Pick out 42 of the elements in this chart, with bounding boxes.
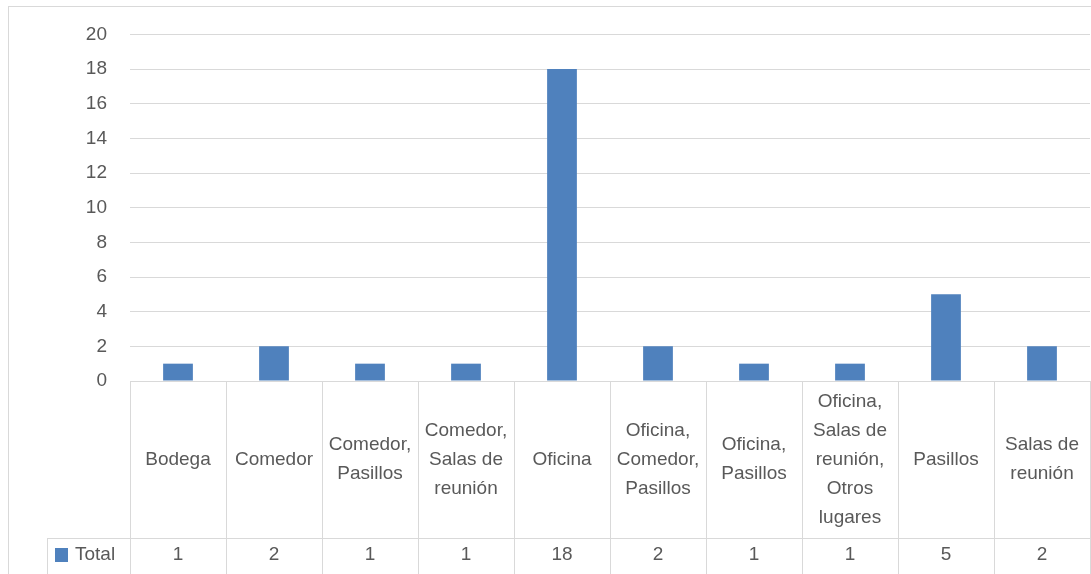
bar [547,69,577,381]
y-tick-label: 16 [85,91,107,113]
x-tick-label: Oficina, Comedor, Pasillos [616,418,700,498]
y-tick-label: 4 [96,299,108,321]
data-label: 2 [268,543,280,565]
y-tick-label: 2 [96,334,107,356]
y-tick-label: 6 [96,265,107,287]
bar [931,294,961,381]
data-label: 2 [652,543,664,565]
x-tick-label: Comedor, Salas de reunión [424,418,508,498]
y-tick-label: 14 [85,126,108,148]
bar [1027,346,1057,381]
data-label: 1 [748,543,760,565]
bar [451,363,481,381]
y-tick-label: 12 [85,161,107,183]
y-tick-label: 18 [85,57,107,79]
y-tick-label: 10 [85,195,107,217]
bar [835,363,865,381]
data-label: 2 [1036,543,1048,565]
data-label: 1 [844,543,856,565]
y-tick-label: 0 [96,369,107,391]
x-tick-label: Oficina, Salas de reunión, Otros lugares [813,389,887,527]
x-tick-label: Oficina, Pasillos [721,433,787,484]
x-tick-label: Salas de reunión [1005,433,1079,484]
x-tick-label: Oficina [532,447,592,469]
data-label: 1 [460,543,472,565]
data-label: 1 [364,543,376,565]
data-label: 18 [551,543,573,565]
y-tick-label: 20 [85,22,107,44]
legend-label: Total [75,543,116,565]
x-tick-label: Comedor, Pasillos [328,433,412,484]
bar [643,346,673,381]
data-label: 5 [940,543,952,565]
y-tick-label: 8 [96,230,107,252]
bar [739,363,769,381]
x-tick-label: Comedor [234,447,314,469]
bar [259,346,289,381]
data-label: 1 [172,543,184,565]
x-tick-label: Bodega [145,447,212,469]
x-tick-label: Pasillos [913,447,979,469]
bar [355,363,385,381]
bar [163,363,193,381]
